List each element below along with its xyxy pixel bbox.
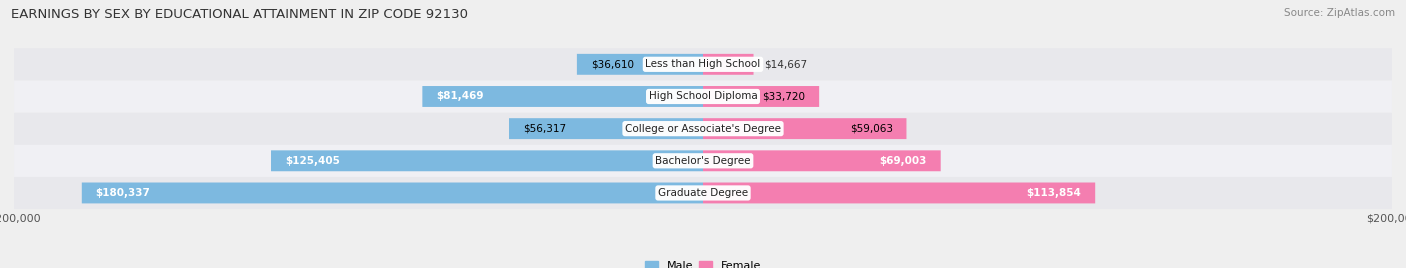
Text: Source: ZipAtlas.com: Source: ZipAtlas.com <box>1284 8 1395 18</box>
FancyBboxPatch shape <box>703 86 820 107</box>
FancyBboxPatch shape <box>14 113 1392 145</box>
Text: $69,003: $69,003 <box>880 156 927 166</box>
FancyBboxPatch shape <box>82 183 703 203</box>
FancyBboxPatch shape <box>14 80 1392 113</box>
FancyBboxPatch shape <box>14 48 1392 80</box>
Text: $125,405: $125,405 <box>285 156 340 166</box>
FancyBboxPatch shape <box>422 86 703 107</box>
Text: $113,854: $113,854 <box>1026 188 1081 198</box>
Text: High School Diploma: High School Diploma <box>648 91 758 102</box>
Text: $33,720: $33,720 <box>762 91 806 102</box>
FancyBboxPatch shape <box>509 118 703 139</box>
FancyBboxPatch shape <box>14 145 1392 177</box>
FancyBboxPatch shape <box>576 54 703 75</box>
FancyBboxPatch shape <box>703 54 754 75</box>
Text: Graduate Degree: Graduate Degree <box>658 188 748 198</box>
Text: EARNINGS BY SEX BY EDUCATIONAL ATTAINMENT IN ZIP CODE 92130: EARNINGS BY SEX BY EDUCATIONAL ATTAINMEN… <box>11 8 468 21</box>
Text: Bachelor's Degree: Bachelor's Degree <box>655 156 751 166</box>
Legend: Male, Female: Male, Female <box>640 256 766 268</box>
Text: $81,469: $81,469 <box>436 91 484 102</box>
Text: $59,063: $59,063 <box>849 124 893 134</box>
FancyBboxPatch shape <box>271 150 703 171</box>
FancyBboxPatch shape <box>703 118 907 139</box>
Text: College or Associate's Degree: College or Associate's Degree <box>626 124 780 134</box>
FancyBboxPatch shape <box>14 177 1392 209</box>
Text: Less than High School: Less than High School <box>645 59 761 69</box>
Text: $36,610: $36,610 <box>591 59 634 69</box>
Text: $56,317: $56,317 <box>523 124 565 134</box>
Text: $180,337: $180,337 <box>96 188 150 198</box>
FancyBboxPatch shape <box>703 183 1095 203</box>
FancyBboxPatch shape <box>703 150 941 171</box>
Text: $14,667: $14,667 <box>763 59 807 69</box>
